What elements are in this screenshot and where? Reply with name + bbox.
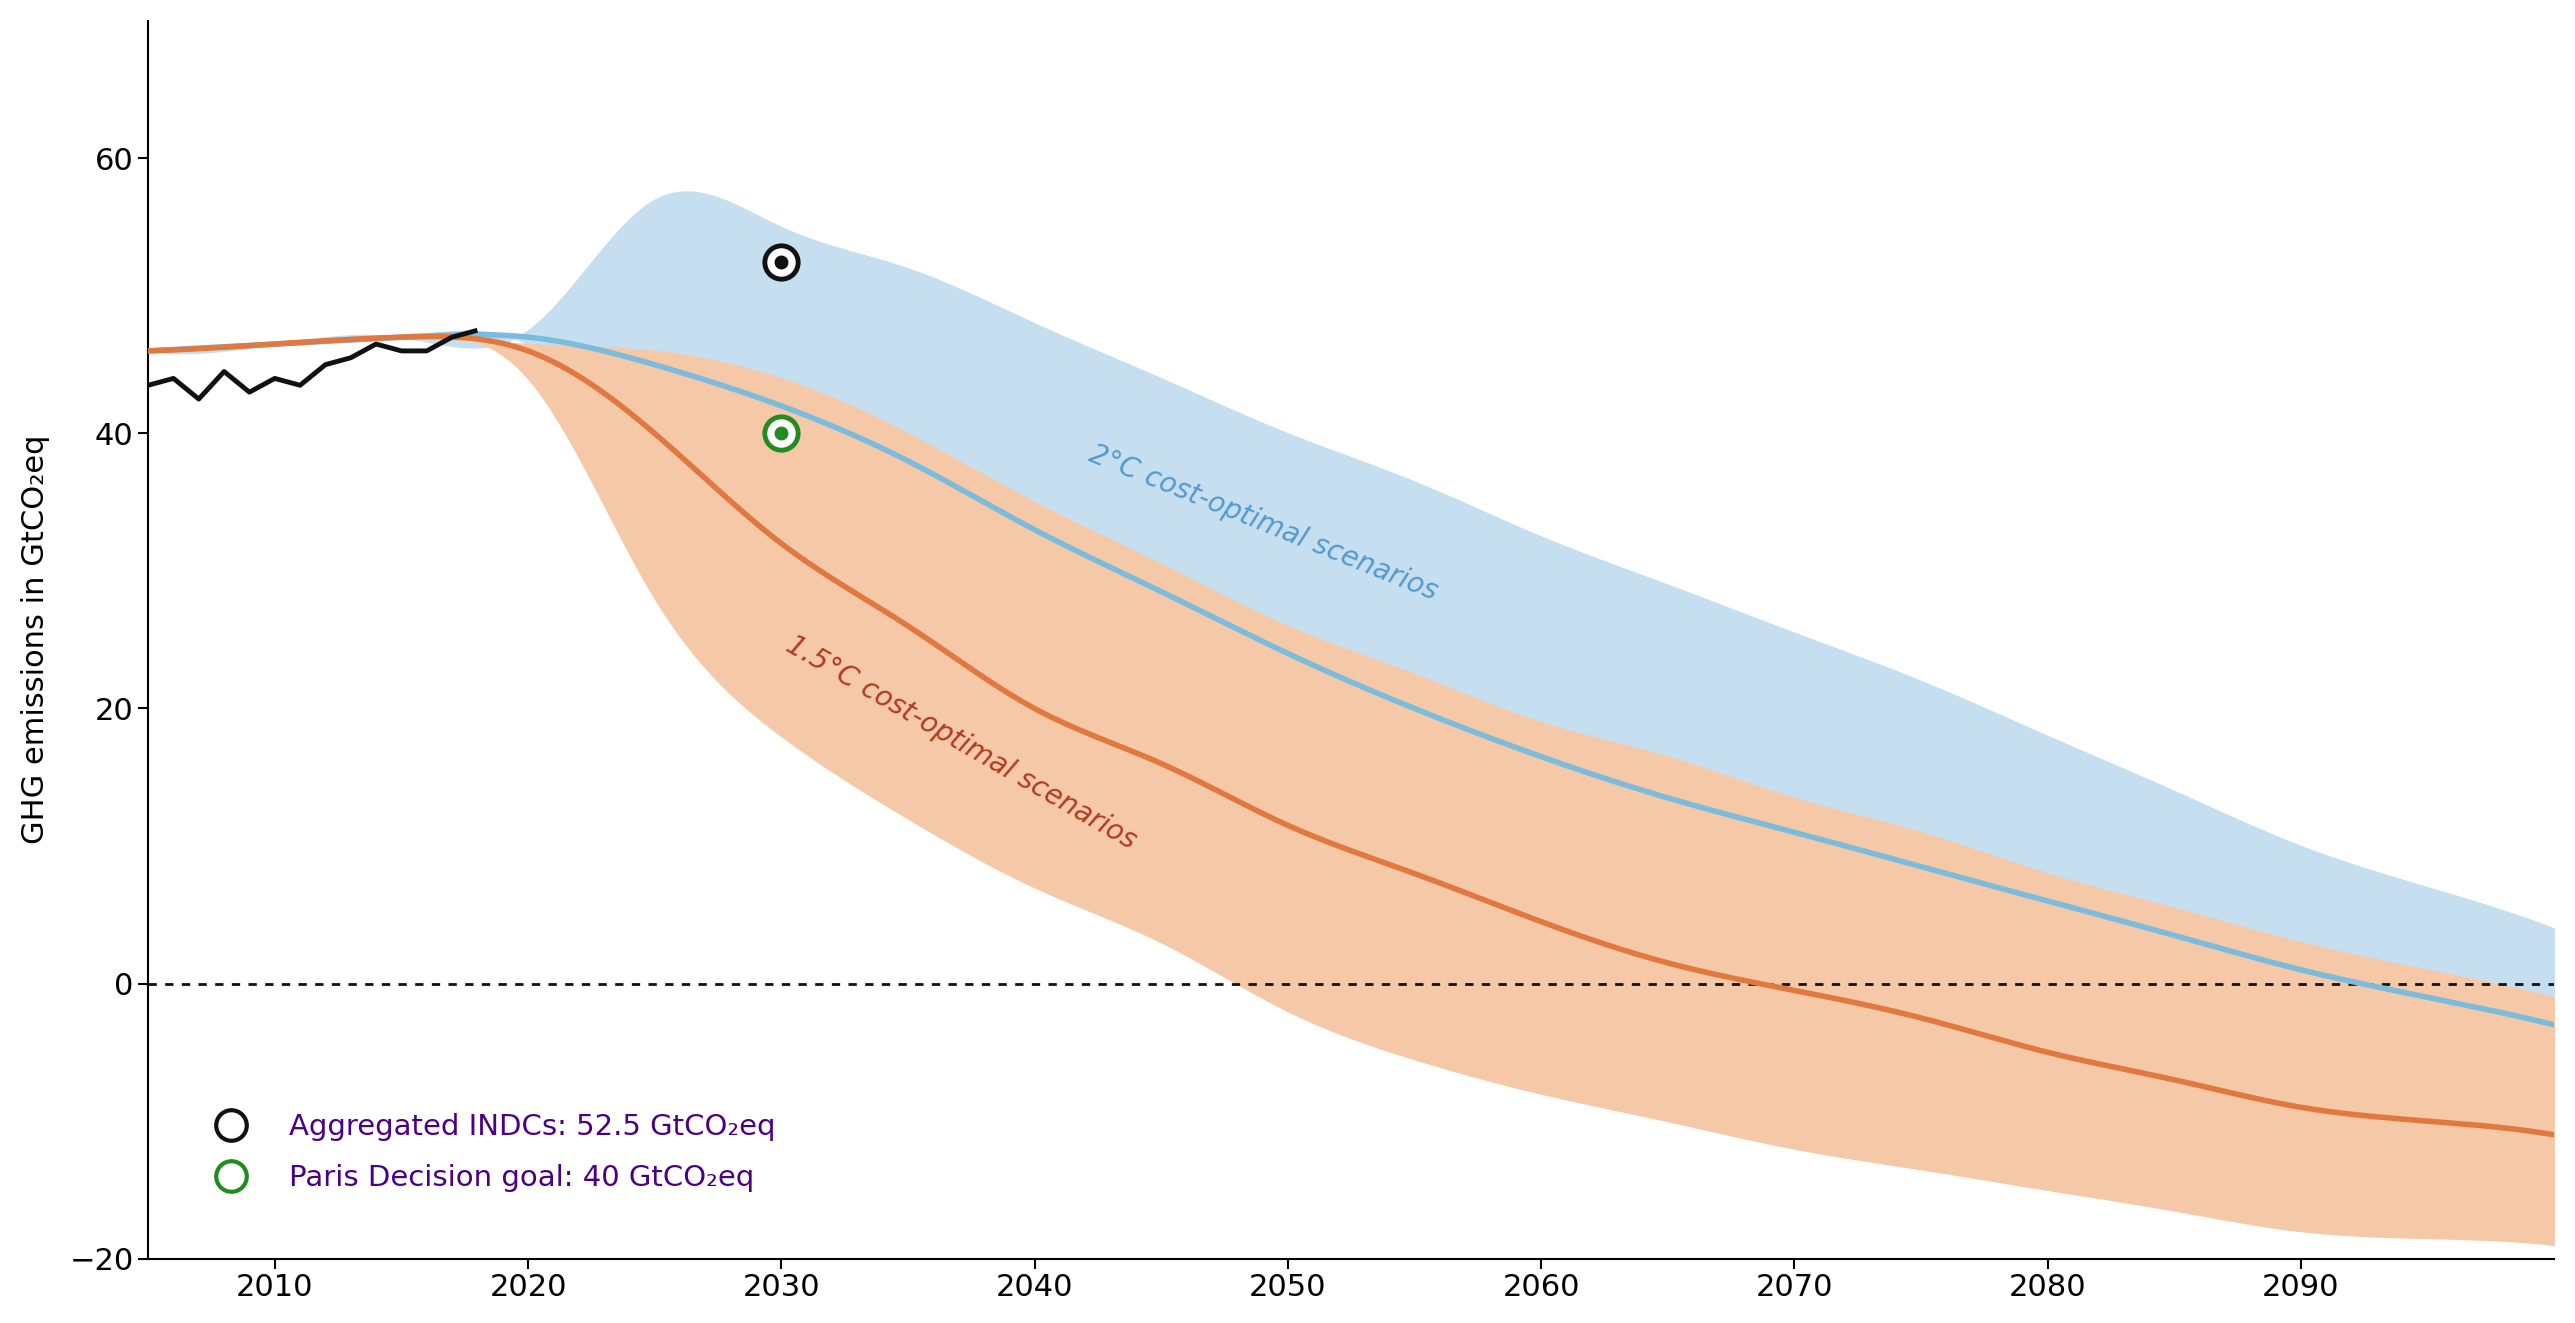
Text: 1.5°C cost-optimal scenarios: 1.5°C cost-optimal scenarios	[780, 631, 1141, 855]
Legend: Aggregated INDCs: 52.5 GtCO₂eq, Paris Decision goal: 40 GtCO₂eq: Aggregated INDCs: 52.5 GtCO₂eq, Paris De…	[188, 1098, 791, 1207]
Text: 2°C cost-optimal scenarios: 2°C cost-optimal scenarios	[1084, 439, 1442, 606]
Y-axis label: GHG emissions in GtCO₂eq: GHG emissions in GtCO₂eq	[21, 435, 49, 844]
